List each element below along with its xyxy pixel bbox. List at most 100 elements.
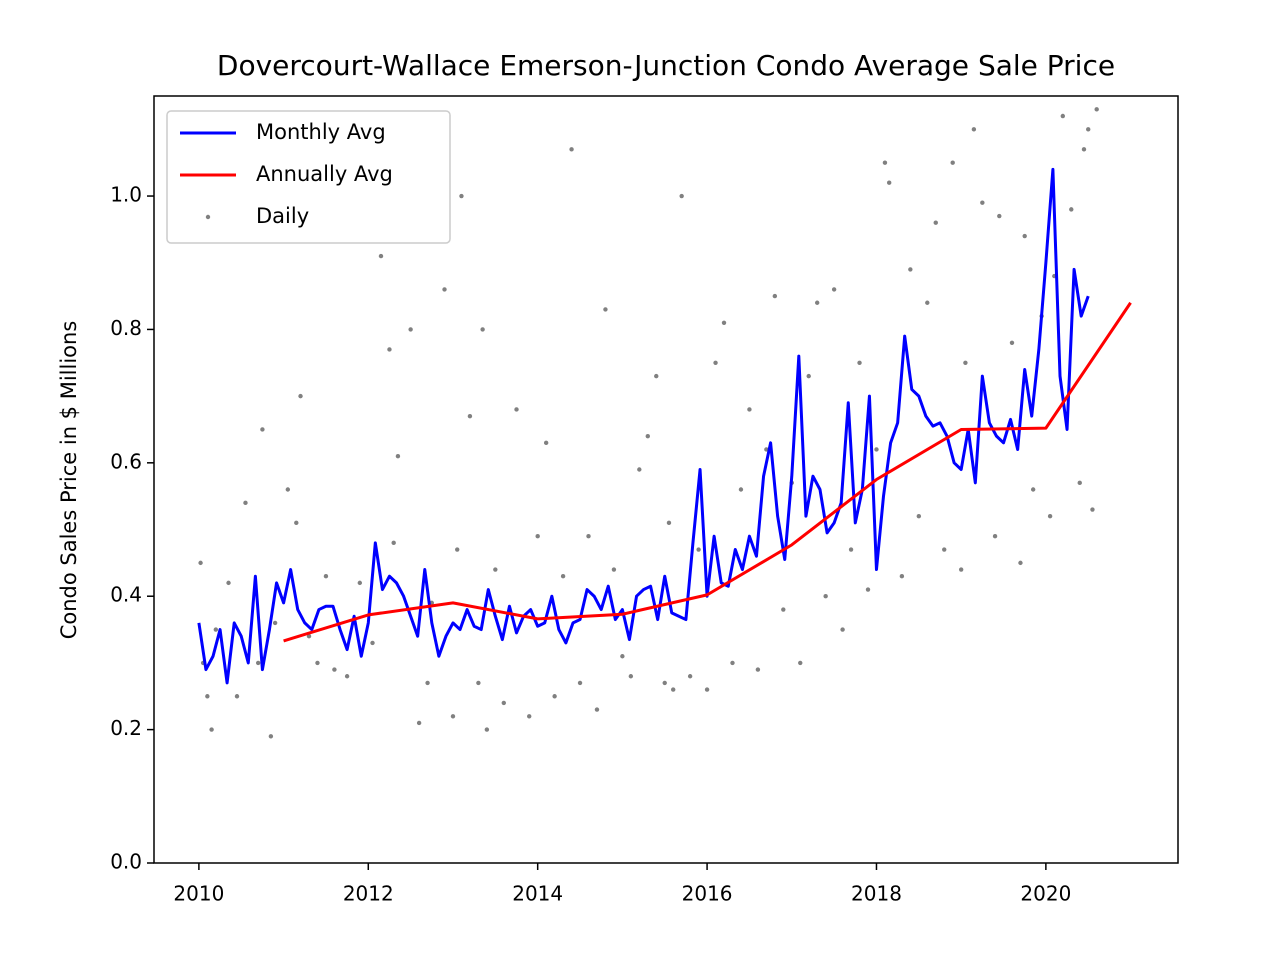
daily-point (205, 694, 210, 699)
daily-point (747, 407, 752, 412)
daily-point (1069, 207, 1074, 212)
daily-point (1081, 147, 1087, 152)
daily-point (823, 594, 828, 599)
daily-point (1022, 233, 1027, 239)
daily-point (213, 627, 219, 632)
daily-point (772, 293, 778, 299)
y-tick-label: 0.4 (110, 583, 142, 607)
daily-point (620, 654, 625, 659)
y-axis-label: Condo Sales Price in $ Millions (57, 321, 81, 640)
daily-point (306, 634, 312, 639)
daily-point (332, 667, 337, 672)
daily-point (899, 574, 905, 579)
daily-point (950, 160, 955, 165)
daily-point (1047, 513, 1053, 519)
daily-point (1060, 113, 1066, 119)
daily-point (916, 513, 922, 519)
daily-point (315, 660, 320, 666)
daily-point (814, 300, 820, 305)
series-line (197, 167, 1090, 685)
daily-point (285, 487, 291, 492)
daily-point (395, 453, 401, 459)
daily-point (209, 727, 214, 732)
daily-point (730, 660, 735, 666)
daily-point (272, 620, 278, 626)
daily-point (391, 540, 396, 546)
daily-point (738, 487, 744, 492)
daily-point (942, 547, 947, 552)
daily-point (958, 567, 964, 572)
daily-point (387, 347, 392, 352)
daily-point (378, 253, 384, 259)
daily-point (865, 587, 871, 592)
daily-point (370, 640, 375, 646)
daily-point (971, 127, 977, 132)
daily-point (882, 160, 888, 165)
chart-title: Dovercourt-Wallace Emerson-Junction Cond… (217, 49, 1115, 82)
daily-point (416, 720, 422, 726)
daily-point (721, 320, 727, 325)
daily-point (560, 574, 566, 579)
daily-point (1018, 560, 1023, 566)
daily-point (268, 734, 274, 739)
daily-point (484, 727, 490, 732)
y-tick-label: 1.0 (110, 183, 142, 207)
daily-point (226, 580, 231, 586)
daily-point (467, 413, 473, 419)
daily-point (1009, 340, 1015, 345)
daily-point (577, 680, 583, 686)
daily-point (679, 193, 684, 199)
legend-box (166, 110, 451, 244)
daily-point (925, 300, 930, 305)
daily-point (552, 694, 557, 699)
daily-point (501, 700, 507, 706)
daily-point (781, 607, 786, 612)
daily-point (857, 360, 862, 365)
daily-point (992, 533, 998, 539)
x-tick-label: 2010 (173, 882, 224, 906)
y-tick-label: 0.6 (110, 449, 142, 473)
daily-point (586, 533, 591, 539)
daily-point (476, 680, 481, 686)
daily-point (1094, 107, 1099, 112)
daily-point (535, 533, 540, 539)
daily-point (357, 580, 363, 586)
daily-point (704, 687, 710, 692)
x-tick-label: 2018 (851, 882, 902, 906)
daily-point (603, 307, 608, 312)
daily-point (408, 327, 413, 332)
daily-point (198, 560, 203, 566)
daily-point (450, 714, 456, 719)
daily-point (713, 360, 718, 365)
daily-point (1030, 487, 1036, 492)
daily-point (455, 547, 460, 552)
daily-point (260, 427, 265, 432)
daily-point (963, 360, 968, 365)
x-tick-label: 2012 (343, 882, 394, 906)
daily-point (1090, 507, 1095, 512)
daily-point (831, 287, 837, 292)
daily-point (234, 694, 240, 699)
daily-point (654, 373, 659, 379)
x-tick-label: 2016 (682, 882, 733, 906)
daily-point (886, 180, 892, 185)
daily-point (493, 567, 498, 572)
daily-point (670, 687, 676, 692)
daily-point (874, 447, 879, 452)
daily-point (997, 213, 1002, 219)
legend-label: Annually Avg (256, 162, 393, 186)
y-tick-label: 0.8 (110, 316, 142, 340)
y-tick-label: 0.2 (110, 716, 142, 740)
daily-point (569, 147, 574, 152)
daily-point (687, 674, 693, 679)
daily-point (594, 707, 600, 712)
daily-point (514, 407, 519, 412)
daily-point (480, 327, 485, 332)
x-tick-label: 2014 (512, 882, 563, 906)
daily-point (442, 287, 447, 292)
daily-point (806, 373, 811, 379)
daily-point (980, 200, 985, 205)
daily-point (637, 467, 642, 472)
daily-point (798, 660, 803, 666)
